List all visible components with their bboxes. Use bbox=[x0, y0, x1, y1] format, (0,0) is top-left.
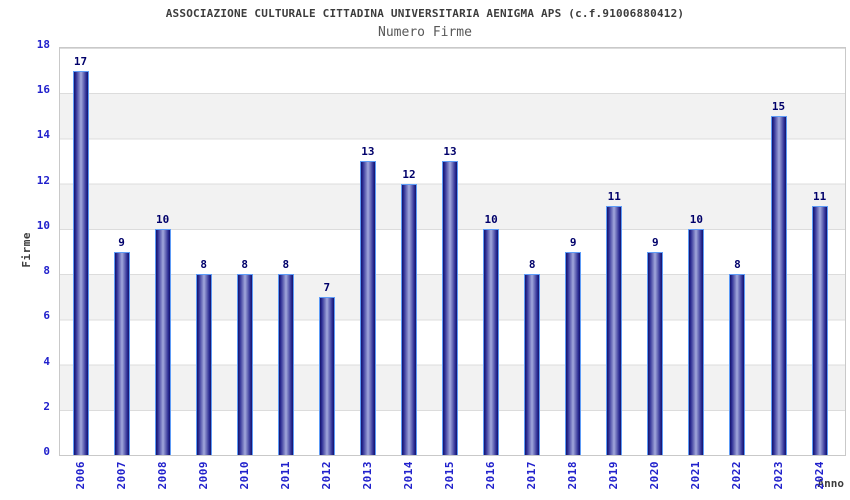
bar-value-label: 13 bbox=[361, 145, 375, 159]
x-tick-label-2017: 2017 bbox=[525, 461, 539, 490]
bar-value-label: 10 bbox=[484, 212, 498, 226]
bar-value-label: 10 bbox=[689, 212, 704, 226]
bar-value-label: 13 bbox=[443, 145, 457, 159]
bar-value-label: 9 bbox=[652, 235, 659, 249]
x-tick-label-2016: 2016 bbox=[484, 461, 498, 490]
bar-value-label: 8 bbox=[282, 258, 290, 272]
bar-2011 bbox=[277, 274, 294, 455]
x-tick-label-2023: 2023 bbox=[771, 461, 785, 490]
y-axis-title: Firme bbox=[20, 232, 33, 268]
x-tick-label-2024: 2024 bbox=[812, 461, 826, 490]
bar-value-label: 15 bbox=[771, 99, 786, 113]
x-axis-title: Anno bbox=[817, 477, 845, 490]
y-tick-label: 0 bbox=[43, 445, 50, 458]
chart-subtitle: Numero Firme bbox=[378, 25, 472, 40]
bar-2008 bbox=[154, 228, 171, 455]
bar-2010 bbox=[236, 274, 253, 455]
x-tick-label-2015: 2015 bbox=[443, 461, 457, 490]
x-tick-label-2019: 2019 bbox=[607, 461, 621, 490]
y-tick-label: 4 bbox=[43, 354, 50, 368]
x-tick-label-2010: 2010 bbox=[237, 461, 251, 490]
y-tick-label: 6 bbox=[43, 309, 50, 323]
bar-2020 bbox=[647, 251, 664, 455]
bar-2007 bbox=[113, 251, 130, 455]
bar-2013 bbox=[359, 161, 376, 455]
bar-value-label: 12 bbox=[402, 167, 416, 181]
bar-value-label: 8 bbox=[734, 258, 741, 272]
bar-2016 bbox=[483, 228, 500, 455]
bar-2012 bbox=[318, 296, 335, 455]
bar-value-label: 11 bbox=[812, 190, 827, 204]
x-tick-label-2013: 2013 bbox=[360, 461, 374, 490]
bar-value-label: 9 bbox=[118, 235, 125, 249]
bar-value-label: 8 bbox=[200, 258, 207, 272]
bar-value-label: 9 bbox=[569, 235, 577, 249]
x-tick-label-2022: 2022 bbox=[730, 461, 744, 490]
bar-2014 bbox=[400, 183, 417, 455]
x-tick-label-2018: 2018 bbox=[566, 461, 580, 490]
x-tick-label-2011: 2011 bbox=[278, 461, 292, 490]
x-tick-label-2008: 2008 bbox=[155, 461, 169, 490]
bar-2015 bbox=[442, 161, 459, 455]
x-tick-label-2014: 2014 bbox=[401, 461, 415, 490]
y-tick-label: 18 bbox=[36, 38, 50, 51]
bar-2024 bbox=[811, 206, 828, 455]
bar-2021 bbox=[688, 228, 705, 455]
bar-2022 bbox=[729, 274, 746, 455]
bar-2006 bbox=[72, 70, 89, 455]
y-tick-label: 16 bbox=[36, 83, 50, 97]
x-tick-label-2020: 2020 bbox=[648, 461, 662, 490]
y-tick-label: 10 bbox=[36, 218, 50, 232]
bar-value-label: 17 bbox=[73, 54, 88, 68]
bar-2023 bbox=[770, 115, 787, 455]
x-tick-label-2006: 2006 bbox=[73, 461, 87, 490]
y-tick-label: 2 bbox=[43, 399, 50, 413]
bar-value-label: 10 bbox=[155, 212, 170, 226]
chart-title: ASSOCIAZIONE CULTURALE CITTADINA UNIVERS… bbox=[165, 7, 685, 20]
y-tick-label: 12 bbox=[36, 173, 50, 187]
x-tick-label-2007: 2007 bbox=[114, 461, 128, 490]
bar-value-label: 8 bbox=[528, 258, 536, 272]
bar-value-label: 7 bbox=[323, 280, 331, 294]
bar-2019 bbox=[606, 206, 623, 455]
y-tick-label: 8 bbox=[43, 264, 50, 278]
x-tick-label-2021: 2021 bbox=[689, 461, 703, 490]
bar-2017 bbox=[524, 274, 541, 455]
bar-2009 bbox=[195, 274, 212, 455]
bar-2018 bbox=[565, 251, 582, 455]
x-tick-label-2009: 2009 bbox=[196, 461, 210, 490]
bar-value-label: 11 bbox=[607, 190, 621, 204]
bar-value-label: 8 bbox=[241, 258, 249, 272]
x-tick-label-2012: 2012 bbox=[319, 461, 333, 490]
plot-area: 17 9 10 8 8 8 7 13 12 13 10 8 9 11 9 10 8 15 11 bbox=[59, 47, 846, 456]
y-tick-label: 14 bbox=[36, 128, 50, 142]
